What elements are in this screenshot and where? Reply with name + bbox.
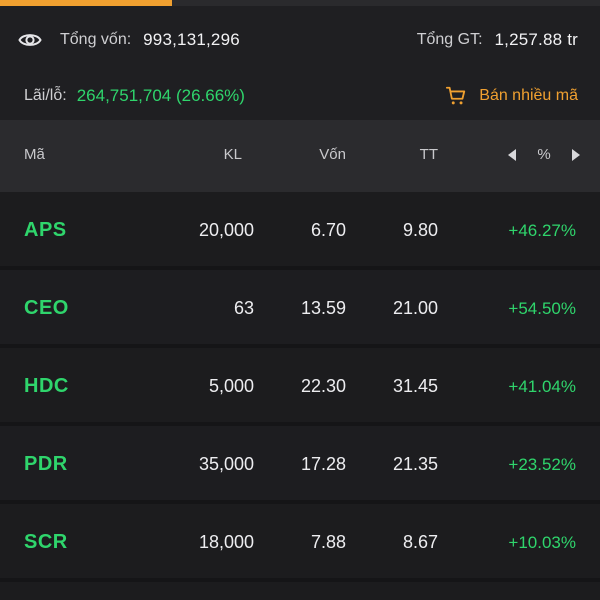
header-cost[interactable]: Vốn <box>319 146 346 163</box>
row-cost: 13.59 <box>300 298 346 318</box>
header-percent-switcher: % <box>508 146 580 163</box>
pnl-label: Lãi/lỗ: <box>24 87 67 104</box>
row-percent: +46.27% <box>508 221 576 240</box>
row-symbol: PDR <box>24 453 68 475</box>
row-market: 9.80 <box>402 220 438 240</box>
table-row[interactable]: PDR 35,000 17.28 21.35 +23.52% <box>0 426 600 504</box>
total-capital-label: Tổng vốn: <box>60 31 132 48</box>
holdings-list: APS 20,000 6.70 9.80 +46.27% CEO 63 13.5… <box>0 192 600 582</box>
table-header: Mã KL Vốn TT % <box>0 120 600 192</box>
row-volume: 20,000 <box>198 220 254 240</box>
row-cost: 17.28 <box>300 454 346 474</box>
table-row[interactable]: HDC 5,000 22.30 31.45 +41.04% <box>0 348 600 426</box>
header-market[interactable]: TT <box>419 146 438 163</box>
triangle-right-icon[interactable] <box>572 148 580 161</box>
pnl-value: 264,751,704 (26.66%) <box>76 86 245 105</box>
active-tab-indicator <box>0 0 172 6</box>
row-symbol: SCR <box>24 531 68 553</box>
summary-row-capital: Tổng vốn: 993,131,296 Tổng GT: 1,257.88 … <box>18 26 578 54</box>
row-cost: 6.70 <box>310 220 346 240</box>
row-symbol: HDC <box>24 375 69 397</box>
eye-icon[interactable] <box>18 28 42 52</box>
row-symbol: APS <box>24 219 67 241</box>
portfolio-summary: Tổng vốn: 993,131,296 Tổng GT: 1,257.88 … <box>0 6 600 120</box>
header-symbol[interactable]: Mã <box>24 146 45 163</box>
header-volume[interactable]: KL <box>223 146 242 163</box>
row-percent: +54.50% <box>508 299 576 318</box>
row-volume: 5,000 <box>208 376 254 396</box>
table-row[interactable]: CEO 63 13.59 21.00 +54.50% <box>0 270 600 348</box>
row-percent: +41.04% <box>508 377 576 396</box>
row-volume: 18,000 <box>198 532 254 552</box>
total-value-value: 1,257.88 tr <box>494 30 578 49</box>
sell-many-button[interactable]: Bán nhiều mã <box>445 85 578 107</box>
summary-row-pnl: Lãi/lỗ: 264,751,704 (26.66%) Bán nhiều m… <box>24 82 578 110</box>
total-capital-value: 993,131,296 <box>143 30 240 49</box>
row-cost: 22.30 <box>300 376 346 396</box>
row-volume: 35,000 <box>198 454 254 474</box>
row-market: 21.35 <box>392 454 438 474</box>
row-market: 8.67 <box>402 532 438 552</box>
row-market: 31.45 <box>392 376 438 396</box>
row-volume: 63 <box>233 298 254 318</box>
row-percent: +23.52% <box>508 455 576 474</box>
row-cost: 7.88 <box>310 532 346 552</box>
triangle-left-icon[interactable] <box>508 148 516 161</box>
cart-icon <box>446 86 466 105</box>
row-percent: +10.03% <box>508 533 576 552</box>
table-row[interactable]: SCR 18,000 7.88 8.67 +10.03% <box>0 504 600 582</box>
row-symbol: CEO <box>24 297 69 319</box>
table-row[interactable]: APS 20,000 6.70 9.80 +46.27% <box>0 192 600 270</box>
sell-many-label: Bán nhiều mã <box>479 87 578 104</box>
row-market: 21.00 <box>392 298 438 318</box>
total-value-label: Tổng GT: <box>416 31 483 48</box>
header-percent[interactable]: % <box>537 146 551 163</box>
tab-indicator-bar <box>0 0 600 6</box>
